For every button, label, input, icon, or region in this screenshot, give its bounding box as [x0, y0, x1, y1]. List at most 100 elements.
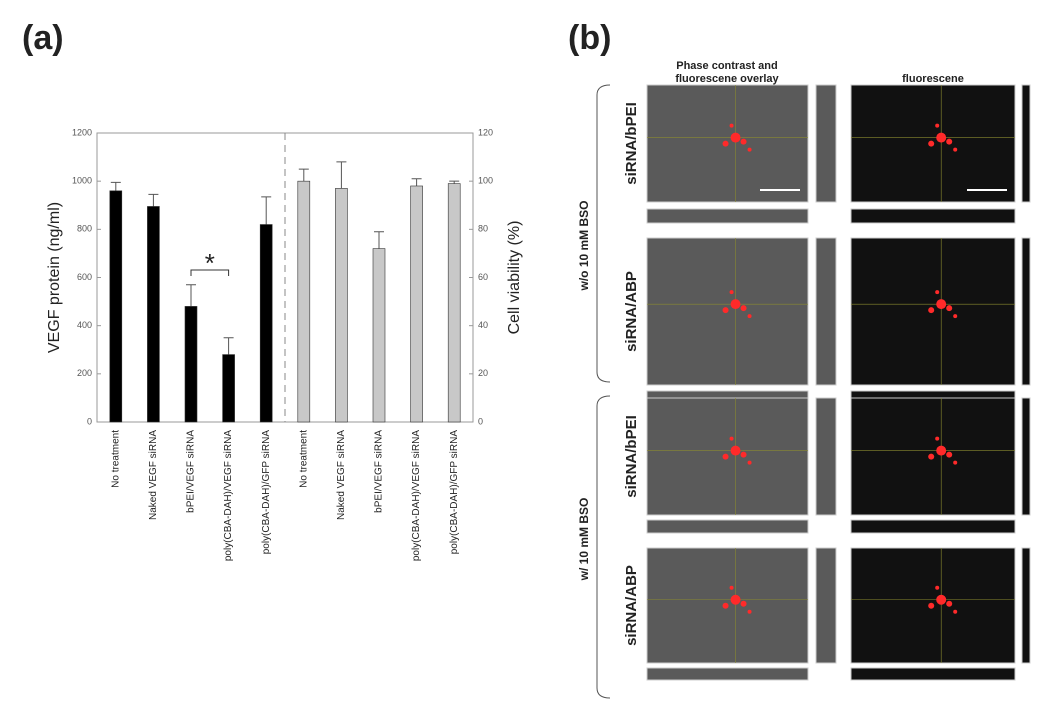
fluorescence-spot [747, 460, 752, 465]
fluorescence-spot [730, 299, 741, 310]
fluorescence-spot [946, 451, 953, 458]
bottom-projection [646, 667, 809, 681]
error-bar [298, 168, 309, 182]
bottom-projection [850, 519, 1016, 534]
fluorescence-spot [936, 594, 947, 605]
bar [372, 248, 386, 423]
x-tick-label: bPEI/VEGF siRNA [186, 430, 197, 513]
fluorescence-spot [928, 307, 935, 314]
y-tick-label: 800 [77, 224, 92, 234]
error-bar [223, 337, 234, 355]
y-tick-label: 600 [77, 272, 92, 282]
y2-tick-label: 20 [478, 368, 488, 378]
bottom-projection [850, 208, 1016, 224]
fluorescence-spot [747, 314, 752, 319]
bar [297, 180, 311, 423]
fluorescence-spot [953, 314, 958, 319]
side-projection [815, 547, 837, 664]
fluorescence-spot [730, 594, 741, 605]
bar [447, 183, 461, 423]
side-projection [815, 237, 837, 386]
fluorescence-spot [729, 123, 734, 128]
side-projection [1021, 84, 1031, 203]
bottom-projection [850, 667, 1016, 681]
y-tick-label: 1000 [72, 176, 92, 186]
fluorescence-spot [936, 132, 947, 143]
significance-bracket [190, 269, 230, 276]
fluorescence-spot [740, 138, 747, 145]
panel-label: (a) [22, 19, 64, 57]
fluorescence-spot [740, 451, 747, 458]
bar [410, 185, 423, 423]
fluorescence-spot [722, 307, 729, 314]
y-tick-label: 0 [87, 416, 92, 426]
row-label: siRNA/bPEI [623, 415, 640, 498]
row-label: siRNA/ABP [623, 565, 640, 646]
side-projection [1021, 237, 1031, 386]
y2-tick-label: 80 [478, 224, 488, 234]
fluorescence-spot [935, 290, 940, 295]
fluorescence-spot [928, 453, 935, 460]
x-tick-label: poly(CBA-DAH)/GFP siRNA [449, 430, 460, 555]
y2-tick-label: 120 [478, 127, 493, 137]
column-header: fluorescene overlay [675, 73, 779, 85]
group-bracket [596, 395, 611, 699]
fluorescence-spot [747, 609, 752, 614]
bar [184, 306, 198, 423]
bottom-projection [646, 208, 809, 224]
bar [147, 206, 160, 423]
x-tick-label: Naked VEGF siRNA [148, 430, 159, 520]
fluorescence-spot [935, 123, 940, 128]
group-bracket [596, 84, 611, 383]
fluorescence-spot [953, 147, 958, 152]
y-axis-label: VEGF protein (ng/ml) [46, 202, 63, 353]
error-bar [186, 284, 196, 307]
fluorescence-spot [946, 138, 953, 145]
fluorescence-spot [729, 290, 734, 295]
error-bar [261, 196, 272, 225]
bar [109, 190, 123, 423]
x-tick-label: No treatment [110, 430, 121, 488]
column-header: fluorescene [902, 73, 964, 85]
column-header: Phase contrast and [676, 60, 777, 72]
fluorescence-spot [722, 453, 729, 460]
error-bar [374, 231, 384, 249]
error-bar [411, 178, 422, 186]
y2-axis-label: Cell viability (%) [506, 221, 523, 335]
fluorescence-spot [936, 299, 947, 310]
bar [222, 354, 235, 423]
fluorescence-spot [730, 132, 741, 143]
side-projection [815, 84, 837, 203]
fluorescence-spot [740, 600, 747, 607]
error-bar [449, 180, 460, 184]
fluorescence-spot [747, 147, 752, 152]
fluorescence-spot [729, 585, 734, 590]
side-projection [1021, 397, 1031, 516]
group-label: w/ 10 mM BSO [577, 498, 591, 582]
x-tick-label: No treatment [298, 430, 309, 488]
y2-tick-label: 60 [478, 272, 488, 282]
fluorescence-spot [935, 585, 940, 590]
side-projection [1021, 547, 1031, 664]
fluorescence-spot [936, 445, 947, 456]
y2-tick-label: 0 [478, 416, 483, 426]
bar [259, 224, 273, 423]
y-tick-label: 400 [77, 320, 92, 330]
fluorescence-spot [729, 436, 734, 441]
bottom-projection [646, 519, 809, 534]
fluorescence-spot [953, 460, 958, 465]
error-bar [110, 181, 121, 191]
error-bar [336, 161, 347, 189]
fluorescence-spot [946, 600, 953, 607]
y2-tick-label: 40 [478, 320, 488, 330]
x-tick-label: Naked VEGF siRNA [336, 430, 347, 520]
x-tick-label: bPEI/VEGF siRNA [374, 430, 385, 513]
row-label: siRNA/ABP [623, 271, 640, 352]
y2-tick-label: 100 [478, 176, 493, 186]
row-label: siRNA/bPEI [623, 102, 640, 185]
fluorescence-spot [740, 305, 747, 312]
fluorescence-spot [722, 602, 729, 609]
fluorescence-spot [730, 445, 741, 456]
fluorescence-spot [946, 305, 953, 312]
